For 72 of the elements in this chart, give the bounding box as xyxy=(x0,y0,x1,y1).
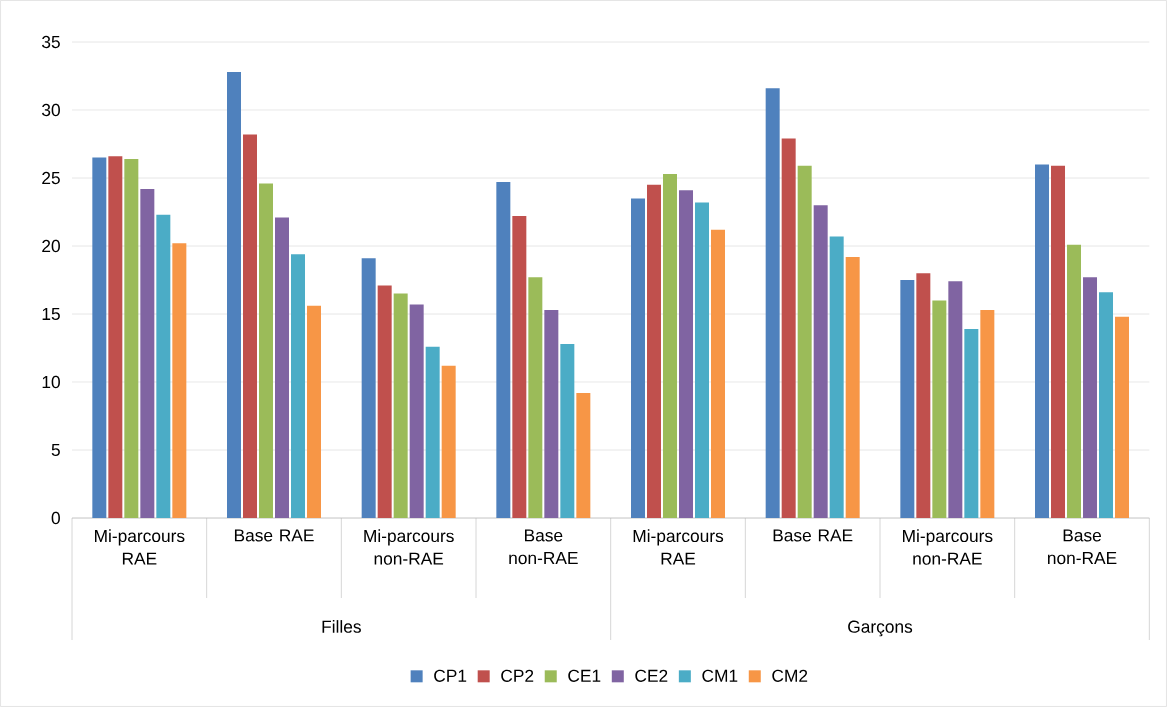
bar xyxy=(124,158,139,518)
legend-label: CP1 xyxy=(434,669,467,682)
bar xyxy=(409,304,424,518)
x-tick-label: Base RAE xyxy=(234,529,314,542)
text: Garçons xyxy=(848,620,913,637)
legend-label: CE2 xyxy=(635,669,668,682)
bar xyxy=(393,293,408,518)
bar xyxy=(1051,165,1066,518)
y-tick-label: 10 xyxy=(42,375,60,389)
bar xyxy=(932,300,947,518)
bar xyxy=(829,236,844,518)
bar xyxy=(900,280,915,518)
bar xyxy=(156,214,171,518)
bar xyxy=(948,281,963,518)
bar xyxy=(663,173,677,518)
legend-label: CP2 xyxy=(501,669,534,682)
x-tick-label: Mi-parcours non-RAE xyxy=(903,529,993,565)
bar xyxy=(528,277,543,518)
bar xyxy=(631,198,645,518)
legend-label: CM1 xyxy=(702,669,738,682)
bar xyxy=(307,305,321,518)
bar xyxy=(1099,292,1114,518)
bar xyxy=(576,392,591,518)
bar xyxy=(916,273,931,518)
bar xyxy=(108,156,123,518)
bar xyxy=(291,254,305,518)
bar xyxy=(172,243,187,518)
bar xyxy=(544,309,559,518)
legend-label: CE1 xyxy=(568,669,601,682)
bar xyxy=(711,229,726,518)
bar xyxy=(560,343,575,518)
bar xyxy=(441,365,456,518)
bar xyxy=(813,205,828,518)
x-tick-label: Base RAE xyxy=(773,529,853,542)
bar xyxy=(845,256,860,518)
x-tick-label: Mi-parcours RAE xyxy=(633,529,724,565)
x-tick-label: Base non-RAE xyxy=(1047,529,1117,565)
y-tick-label: 30 xyxy=(42,103,60,117)
bar xyxy=(1083,277,1098,518)
bar xyxy=(1035,164,1050,518)
y-tick-label: 15 xyxy=(42,307,60,321)
x-tick-label: Base non-RAE xyxy=(509,529,578,565)
bar xyxy=(512,216,527,518)
bar xyxy=(765,88,780,518)
y-tick-label: 0 xyxy=(51,511,60,525)
bar xyxy=(227,71,242,518)
text: Filles xyxy=(322,620,361,633)
bar xyxy=(964,328,979,518)
y-tick-label: 35 xyxy=(42,35,60,49)
x-tick-label: Mi-parcours RAE xyxy=(95,529,185,565)
bar xyxy=(92,157,107,518)
bar xyxy=(243,134,257,518)
bar xyxy=(259,183,273,518)
bar xyxy=(275,217,289,518)
bar xyxy=(695,202,710,518)
bar xyxy=(1115,316,1130,518)
x-tick-label: Mi-parcours non-RAE xyxy=(364,529,454,565)
bar xyxy=(425,346,440,518)
y-tick-label: 5 xyxy=(51,443,60,457)
bar xyxy=(377,285,392,518)
bar xyxy=(140,188,155,518)
bar xyxy=(980,309,995,518)
bar xyxy=(361,258,376,518)
bar xyxy=(679,190,694,518)
bar xyxy=(647,184,662,518)
bar xyxy=(496,182,511,518)
bar xyxy=(781,138,796,518)
y-tick-label: 20 xyxy=(42,239,60,253)
bar xyxy=(797,165,812,518)
legend-label: CM2 xyxy=(772,669,808,682)
bar xyxy=(1067,244,1082,518)
y-tick-label: 25 xyxy=(42,171,60,185)
